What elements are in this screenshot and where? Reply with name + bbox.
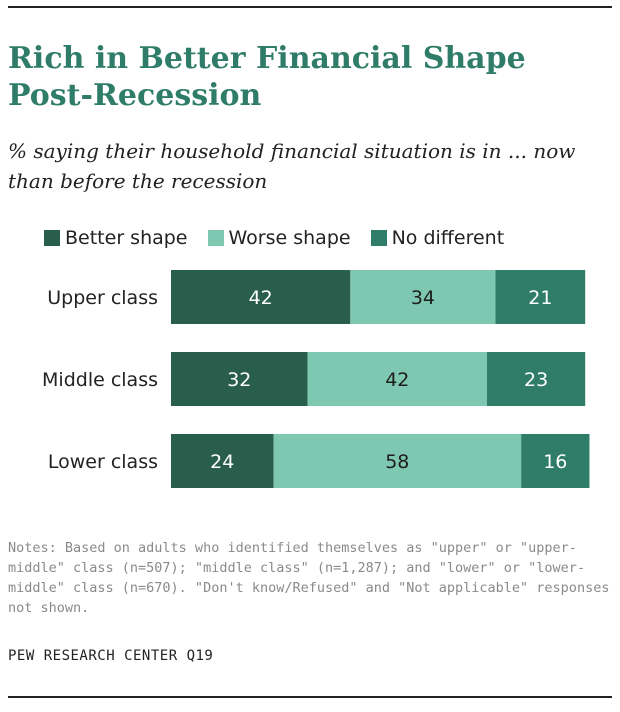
data-label-upper-class-worse: 34 (411, 287, 435, 309)
data-label-middle-class-worse: 42 (385, 369, 409, 391)
legend-item-no-different: No different (370, 227, 505, 249)
data-label-lower-class-no-different: 16 (543, 451, 567, 473)
bar-middle-class-better (171, 352, 308, 406)
legend-item-worse: Worse shape (207, 227, 351, 249)
chart-notes: Notes: Based on adults who identified th… (8, 540, 610, 616)
legend-label-no-different: No different (391, 227, 505, 249)
bar-upper-class-worse (350, 270, 496, 324)
bar-middle-class-worse (307, 352, 487, 406)
data-label-lower-class-better: 24 (210, 451, 234, 473)
chart-title: Rich in Better Financial Shape Post-Rece… (8, 41, 526, 113)
legend-label-better: Better shape (65, 227, 188, 249)
bar-upper-class-no-different (495, 270, 586, 324)
data-label-middle-class-better: 32 (227, 369, 251, 391)
bar-lower-class-better (171, 434, 274, 488)
legend-label-worse: Worse shape (228, 227, 351, 249)
data-label-upper-class-better: 42 (249, 287, 273, 309)
category-label-middle-class: Middle class (42, 369, 158, 391)
category-label-upper-class: Upper class (47, 287, 158, 309)
data-label-lower-class-worse: 58 (385, 451, 409, 473)
chart-source: PEW RESEARCH CENTER Q19 (8, 648, 214, 664)
category-label-lower-class: Lower class (48, 451, 158, 473)
legend-swatch-worse (207, 230, 224, 246)
data-label-middle-class-no-different: 23 (524, 369, 548, 391)
bar-middle-class-no-different (486, 352, 586, 406)
legend: Better shape Worse shape No different (44, 224, 524, 252)
legend-item-better: Better shape (44, 227, 188, 249)
legend-swatch-better (44, 230, 60, 246)
top-rule (8, 6, 612, 8)
chart-subtitle: % saying their household financial situa… (8, 139, 576, 193)
data-label-upper-class-no-different: 21 (528, 287, 552, 309)
bar-lower-class-worse (273, 434, 522, 488)
bottom-rule (8, 696, 612, 698)
bar-upper-class-better (171, 270, 351, 324)
bar-lower-class-no-different (521, 434, 590, 488)
legend-swatch-no-different (370, 230, 387, 246)
stacked-bar-chart: Upper class 42 34 21 Middle class 32 42 23 Lower… (42, 270, 590, 488)
